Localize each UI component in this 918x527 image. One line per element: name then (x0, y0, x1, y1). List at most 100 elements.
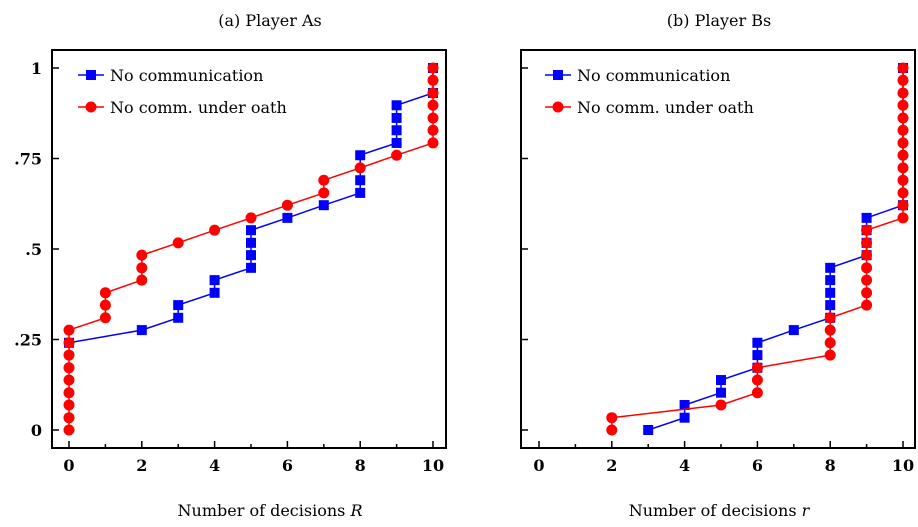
data-point-circle (606, 412, 618, 424)
data-point-square (391, 137, 402, 148)
data-point-square (246, 225, 256, 236)
data-point-circle (824, 312, 836, 324)
data-point-circle (751, 387, 763, 399)
data-point-circle (99, 299, 111, 311)
data-point-circle (63, 399, 75, 411)
chart-panel-player-bs: (b) Player Bs 0 2 4 6 8 10 No communicat… (520, 11, 916, 520)
data-point-square (716, 375, 726, 386)
data-point-square (679, 412, 690, 423)
legend: No communication No comm. under oath (78, 66, 287, 117)
data-point-square (246, 250, 256, 261)
data-point-square (825, 300, 836, 311)
legend-label: No communication (110, 66, 263, 85)
data-point-square (825, 287, 836, 298)
x-tick-label: 4 (209, 456, 220, 475)
x-tick-label: 8 (355, 456, 366, 475)
x-tick-label: 4 (679, 456, 690, 475)
data-point-circle (99, 312, 111, 324)
x-axis-label-variable: r (802, 501, 811, 520)
x-tick-label: 0 (533, 456, 544, 475)
x-tick-labels: 0 2 4 6 8 10 (63, 456, 444, 475)
data-point-circle (897, 124, 909, 136)
data-point-circle (391, 149, 403, 161)
data-point-circle (897, 199, 909, 211)
data-point-circle (427, 124, 439, 136)
data-point-circle (318, 174, 330, 186)
data-point-circle (897, 149, 909, 161)
data-point-circle (63, 349, 75, 361)
data-point-circle (354, 162, 366, 174)
data-point-circle (861, 262, 873, 274)
x-tick-label: 8 (825, 456, 836, 475)
legend-label: No comm. under oath (577, 98, 754, 117)
axis-ticks (52, 67, 434, 448)
data-point-circle (136, 262, 148, 274)
data-point-circle (63, 374, 75, 386)
x-tick-label: 6 (282, 456, 293, 475)
data-point-square (391, 125, 402, 136)
data-point-square (679, 400, 690, 411)
data-point-square (752, 337, 763, 348)
data-point-square (173, 300, 184, 311)
data-point-circle (897, 112, 909, 124)
data-point-circle (427, 137, 439, 149)
data-point-square (643, 425, 654, 435)
data-point-square (825, 275, 836, 286)
y-tick-label: .25 (14, 331, 42, 350)
data-point-square (246, 262, 256, 273)
data-point-circle (136, 249, 148, 261)
data-point-square (246, 237, 256, 248)
legend-label: No communication (577, 66, 730, 85)
data-point-circle (897, 137, 909, 149)
data-point-square (716, 387, 726, 398)
data-point-circle (897, 87, 909, 99)
y-tick-label: 1 (31, 59, 42, 78)
legend-marker-square (86, 70, 96, 80)
data-point-circle (281, 199, 293, 211)
y-tick-labels: 0 .25 .5 .75 1 (14, 59, 42, 440)
data-point-circle (897, 187, 909, 199)
data-point-circle (63, 337, 75, 349)
data-point-square (861, 212, 872, 223)
data-point-circle (427, 99, 439, 111)
data-point-circle (897, 99, 909, 111)
data-point-square (752, 350, 763, 361)
x-axis-label: Number of decisions r (629, 501, 811, 520)
x-tick-label: 2 (136, 456, 147, 475)
data-point-circle (245, 212, 257, 224)
data-point-circle (897, 174, 909, 186)
legend-marker-circle (85, 101, 97, 113)
y-tick-label: .5 (25, 240, 42, 259)
data-point-circle (63, 412, 75, 424)
data-point-square (355, 175, 366, 186)
data-point-circle (63, 387, 75, 399)
data-point-circle (427, 112, 439, 124)
series-line (647, 68, 904, 431)
data-point-circle (427, 87, 439, 99)
x-tick-label: 0 (63, 456, 74, 475)
data-point-circle (136, 274, 148, 286)
data-point-circle (427, 74, 439, 86)
data-point-square (391, 100, 402, 111)
data-point-square (282, 212, 293, 223)
data-point-square (355, 150, 366, 161)
series-layer (606, 62, 909, 436)
data-point-circle (63, 362, 75, 374)
data-point-circle (824, 337, 836, 349)
data-point-circle (861, 299, 873, 311)
data-point-square (391, 112, 402, 123)
legend: No communication No comm. under oath (545, 66, 754, 117)
legend-label: No comm. under oath (110, 98, 287, 117)
x-tick-label: 6 (752, 456, 763, 475)
data-point-square (788, 325, 799, 336)
data-point-circle (861, 287, 873, 299)
data-point-square (355, 187, 366, 198)
data-point-circle (861, 249, 873, 261)
series-layer (63, 62, 439, 436)
data-point-square (209, 275, 220, 286)
data-point-circle (897, 74, 909, 86)
data-point-circle (172, 237, 184, 249)
chart-panel-player-as: (a) Player As 0 .25 .5 .75 1 0 2 4 6 8 1… (14, 11, 447, 520)
axis-ticks (521, 67, 904, 448)
